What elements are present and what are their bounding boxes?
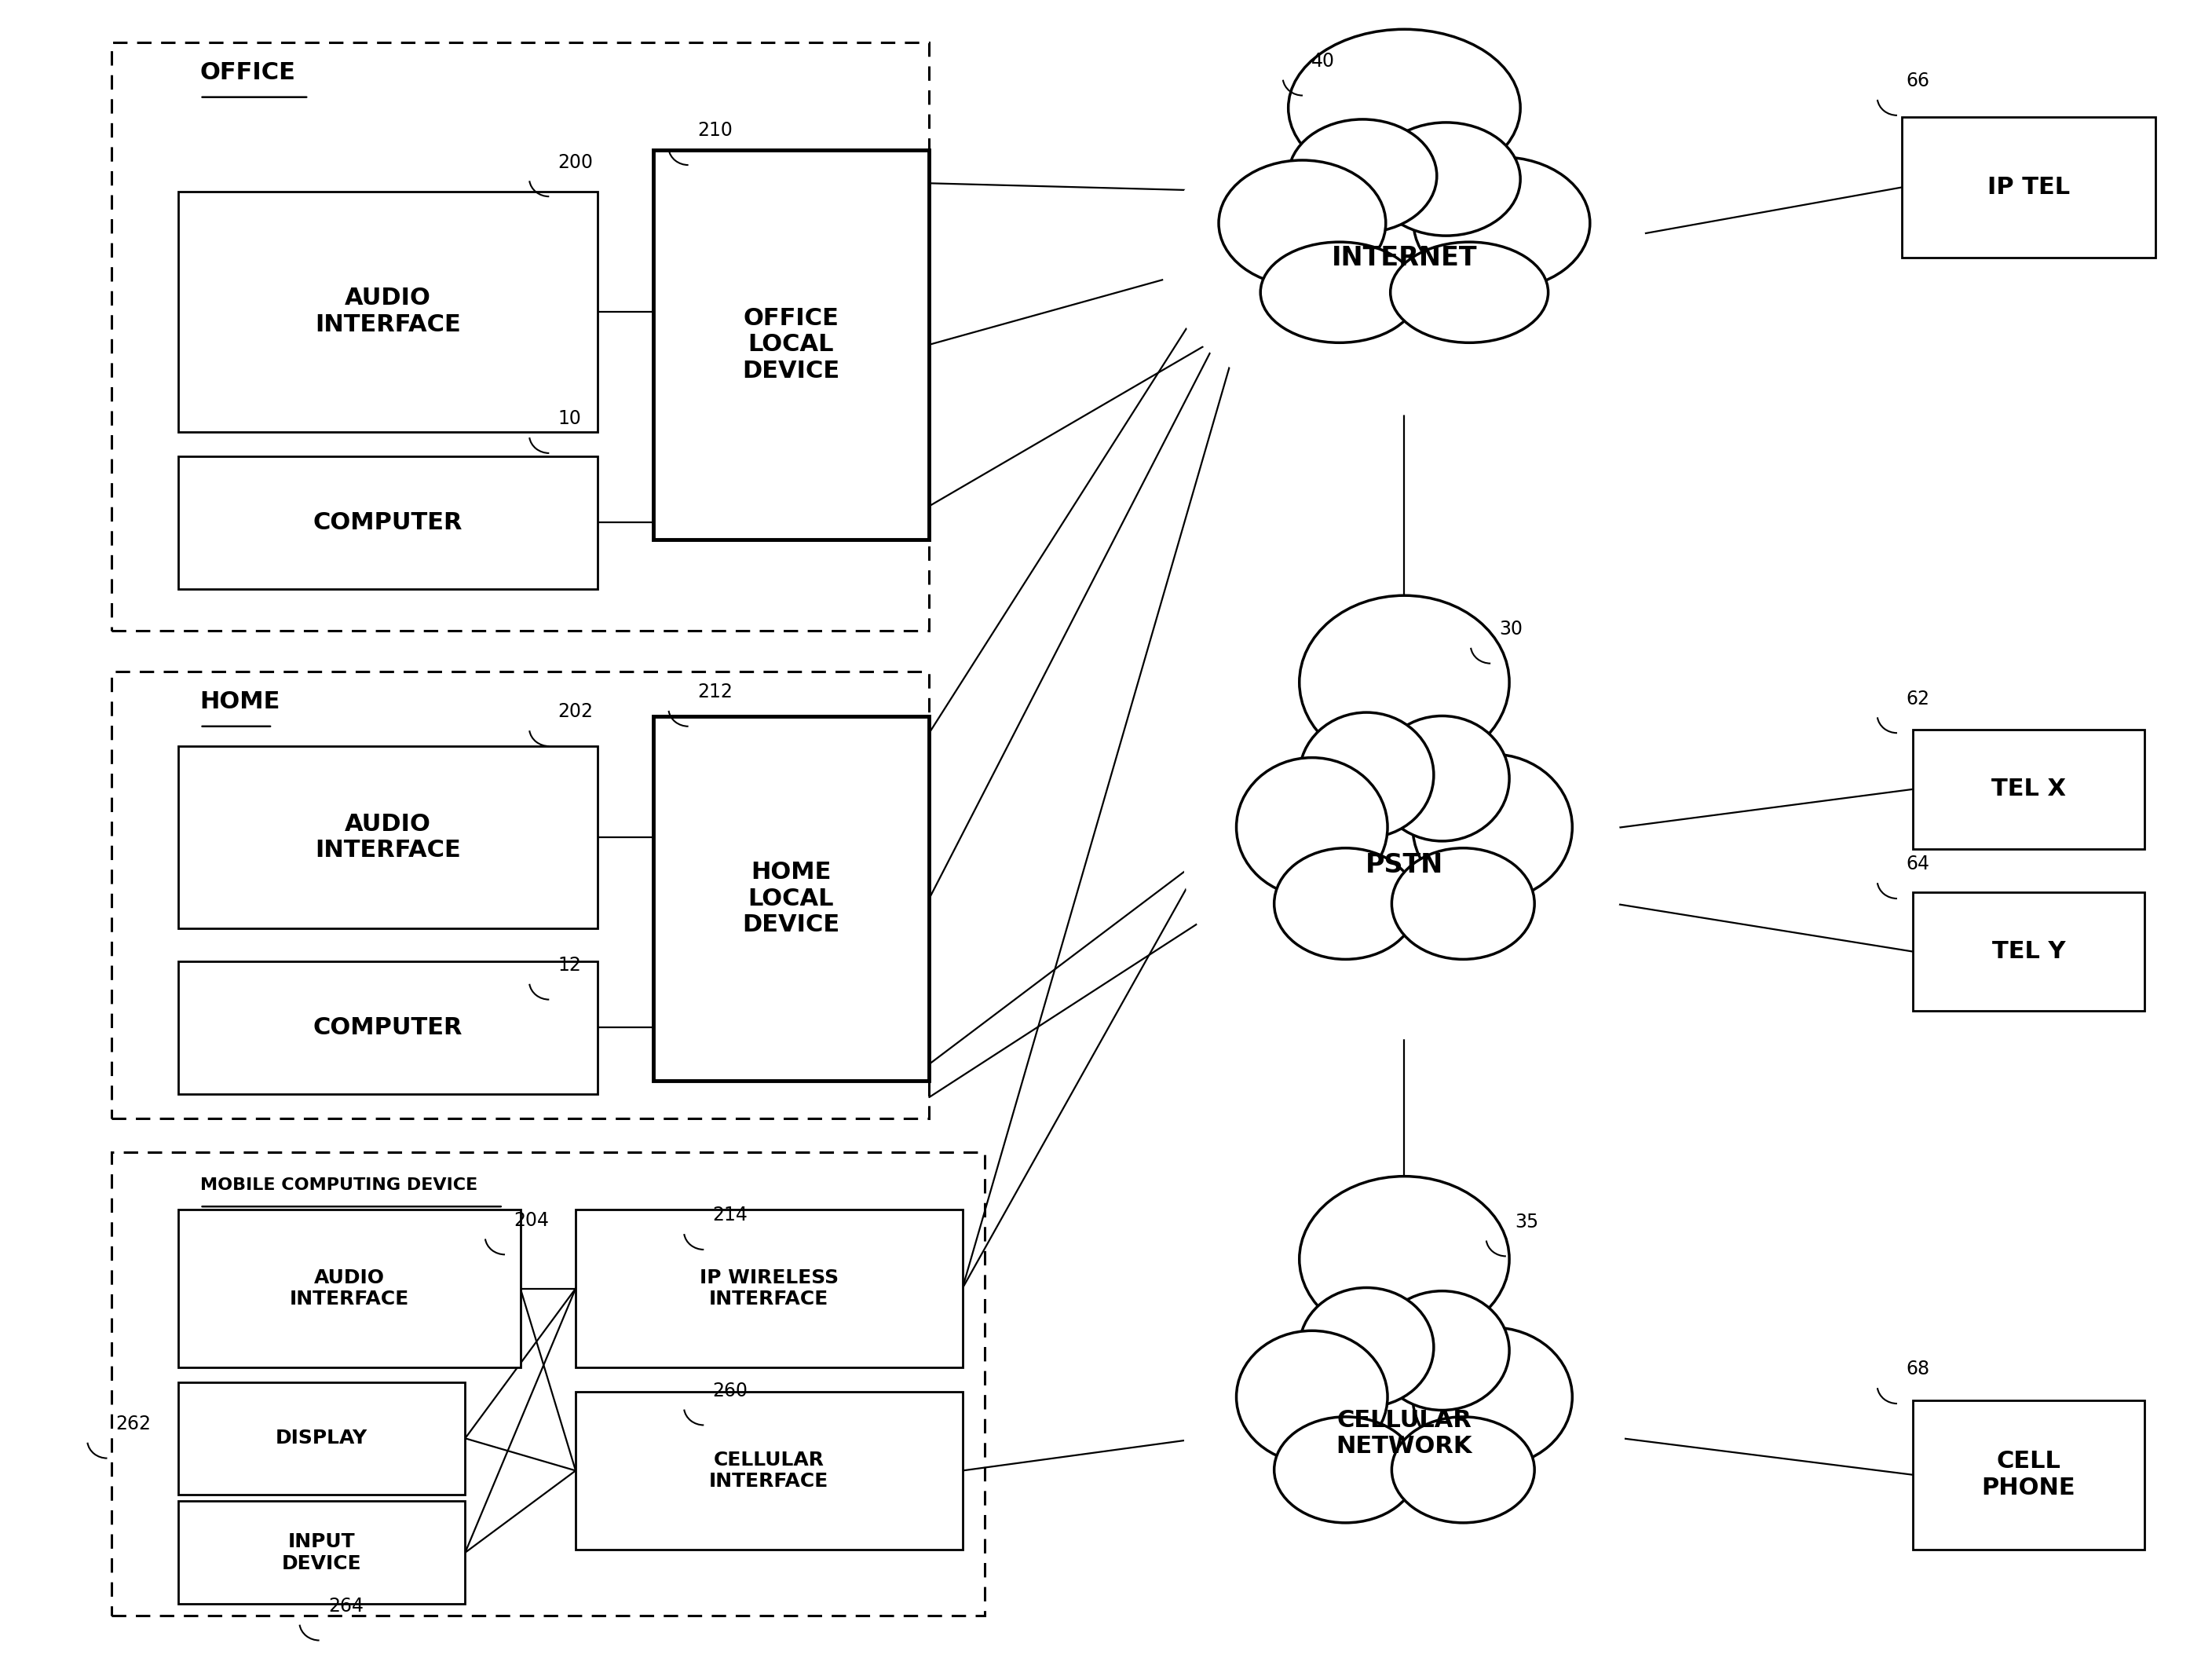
Text: 212: 212	[697, 683, 732, 701]
Ellipse shape	[1413, 158, 1590, 288]
Text: 62: 62	[1907, 690, 1929, 708]
Ellipse shape	[1219, 161, 1385, 287]
Ellipse shape	[1298, 1176, 1509, 1341]
Ellipse shape	[1298, 1288, 1433, 1408]
Text: AUDIO
INTERFACE: AUDIO INTERFACE	[314, 812, 460, 862]
Bar	[177, 962, 597, 1094]
Ellipse shape	[1413, 754, 1573, 900]
Bar	[575, 1210, 962, 1368]
Text: 12: 12	[557, 957, 582, 975]
Text: COMPUTER: COMPUTER	[314, 1016, 462, 1040]
Bar	[177, 192, 597, 431]
Text: TEL X: TEL X	[1991, 778, 2066, 801]
Ellipse shape	[1371, 123, 1520, 235]
Bar	[111, 43, 929, 630]
Bar	[111, 1152, 984, 1615]
Bar	[1913, 730, 2146, 849]
Ellipse shape	[1183, 691, 1626, 1040]
Bar	[177, 746, 597, 928]
Text: CELL
PHONE: CELL PHONE	[1982, 1451, 2075, 1499]
Bar	[177, 1210, 520, 1368]
Text: 10: 10	[557, 410, 582, 428]
Ellipse shape	[1376, 1292, 1509, 1411]
Text: MOBILE COMPUTING DEVICE: MOBILE COMPUTING DEVICE	[199, 1177, 478, 1194]
Text: CELLULAR
NETWORK: CELLULAR NETWORK	[1336, 1409, 1473, 1457]
Text: 64: 64	[1907, 856, 1929, 874]
Ellipse shape	[1161, 101, 1648, 414]
Bar	[653, 716, 929, 1081]
Ellipse shape	[1391, 242, 1548, 343]
Text: AUDIO
INTERFACE: AUDIO INTERFACE	[290, 1268, 409, 1308]
Text: INPUT
DEVICE: INPUT DEVICE	[281, 1532, 361, 1573]
Bar	[177, 1500, 465, 1603]
Text: HOME
LOCAL
DEVICE: HOME LOCAL DEVICE	[743, 861, 841, 937]
Ellipse shape	[1391, 847, 1535, 960]
Text: AUDIO
INTERFACE: AUDIO INTERFACE	[314, 287, 460, 337]
Text: 202: 202	[557, 703, 593, 721]
Bar	[1913, 1401, 2146, 1549]
Text: 30: 30	[1500, 620, 1522, 638]
Text: CELLULAR
INTERFACE: CELLULAR INTERFACE	[710, 1451, 830, 1491]
Bar	[177, 456, 597, 589]
Ellipse shape	[1237, 758, 1387, 897]
Ellipse shape	[1298, 713, 1433, 837]
Ellipse shape	[1183, 1268, 1626, 1598]
Ellipse shape	[1287, 30, 1520, 187]
Text: 260: 260	[712, 1381, 748, 1401]
Ellipse shape	[1274, 1418, 1418, 1522]
Text: COMPUTER: COMPUTER	[314, 511, 462, 534]
Text: IP WIRELESS
INTERFACE: IP WIRELESS INTERFACE	[699, 1268, 838, 1308]
Text: 214: 214	[712, 1205, 748, 1225]
Text: DISPLAY: DISPLAY	[276, 1429, 367, 1447]
Text: 35: 35	[1515, 1212, 1540, 1232]
Ellipse shape	[1274, 847, 1418, 960]
Bar	[1913, 892, 2146, 1011]
Bar	[653, 151, 929, 539]
Text: 210: 210	[697, 121, 732, 141]
Text: TEL Y: TEL Y	[1991, 940, 2066, 963]
Ellipse shape	[1298, 595, 1509, 769]
Text: 40: 40	[1312, 51, 1336, 71]
Text: 264: 264	[327, 1597, 363, 1615]
Bar	[111, 671, 929, 1119]
Text: 66: 66	[1907, 71, 1929, 91]
Text: 68: 68	[1907, 1360, 1929, 1379]
Ellipse shape	[1376, 716, 1509, 841]
Ellipse shape	[1391, 1418, 1535, 1522]
Text: 204: 204	[513, 1210, 549, 1230]
Ellipse shape	[1413, 1328, 1573, 1466]
Text: IP TEL: IP TEL	[1986, 176, 2070, 199]
Text: 262: 262	[115, 1414, 150, 1434]
Text: HOME: HOME	[199, 690, 281, 713]
Ellipse shape	[1237, 1331, 1387, 1462]
Bar	[177, 1383, 465, 1494]
Text: INTERNET: INTERNET	[1332, 245, 1478, 270]
Text: OFFICE
LOCAL
DEVICE: OFFICE LOCAL DEVICE	[743, 307, 841, 383]
Text: OFFICE: OFFICE	[199, 61, 296, 85]
Bar	[575, 1393, 962, 1549]
Ellipse shape	[1261, 242, 1418, 343]
Bar	[1902, 118, 2157, 257]
Text: 200: 200	[557, 153, 593, 172]
Text: PSTN: PSTN	[1365, 852, 1442, 879]
Ellipse shape	[1287, 119, 1438, 232]
